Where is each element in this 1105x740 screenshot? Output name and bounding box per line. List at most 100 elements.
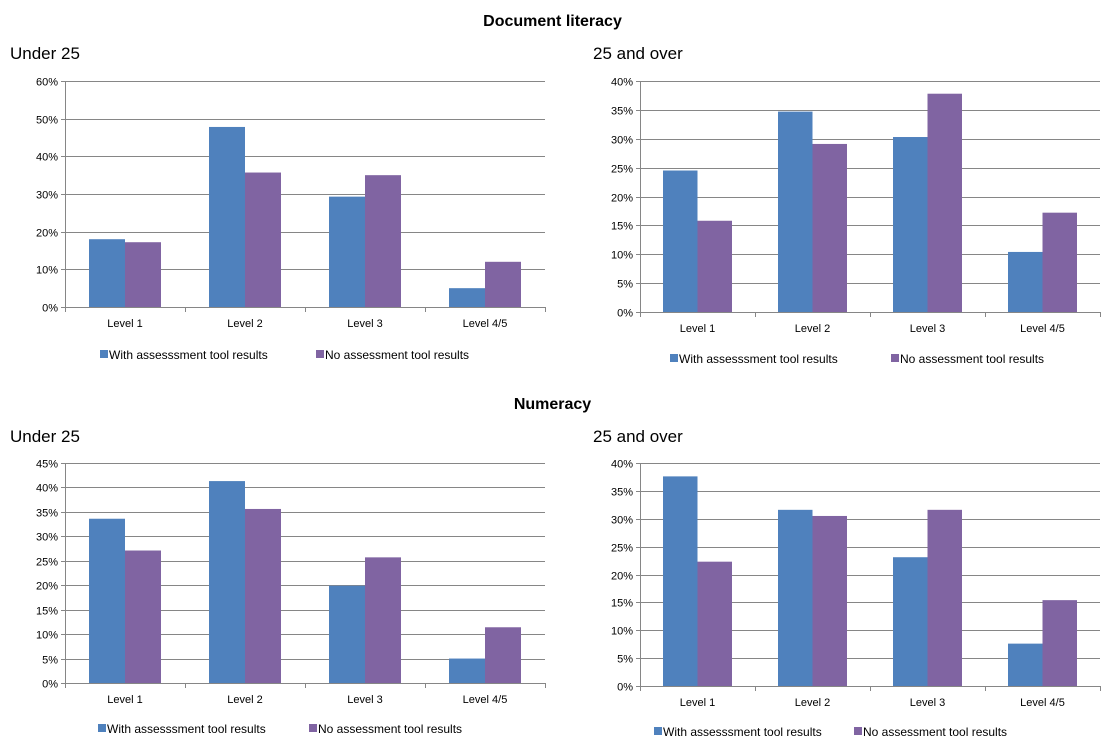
x-category-label: Level 2	[227, 694, 262, 706]
y-tick-label: 45%	[36, 459, 58, 471]
x-category-label: Level 3	[347, 318, 382, 330]
y-tick-label: 50%	[36, 115, 58, 127]
y-tick-label: 35%	[611, 106, 633, 118]
y-tick-label: 5%	[617, 654, 633, 666]
x-category-label: Level 3	[910, 697, 945, 709]
bar-no-assessment	[365, 557, 401, 683]
y-tick-label: 25%	[611, 543, 633, 555]
bar-with-assessment	[89, 239, 125, 307]
chart-numeracy-25-and-over: 0% 5% 10% 15% 20% 25% 30% 35% 40% Level 1 Level 2 L…	[580, 452, 1105, 740]
y-tick-label: 10%	[611, 250, 633, 262]
y-tick-label: 10%	[36, 630, 58, 642]
bar-with-assessment	[89, 518, 125, 683]
bar-with-assessment	[663, 170, 698, 312]
bar-no-assessment	[927, 93, 962, 312]
bar-with-assessment	[1008, 251, 1043, 312]
legend-swatch	[854, 727, 862, 735]
y-tick-label: 30%	[611, 135, 633, 147]
x-category-label: Level 1	[107, 694, 142, 706]
y-tick-label: 40%	[611, 459, 633, 471]
y-tick-label: 40%	[36, 152, 58, 164]
section-title-numeracy: Numeracy	[513, 396, 592, 413]
y-tick-label: 60%	[36, 77, 58, 89]
legend-swatch	[316, 350, 324, 358]
bar-with-assessment	[893, 557, 928, 686]
y-tick-label: 0%	[617, 308, 633, 320]
y-tick-label: 35%	[36, 508, 58, 520]
x-category-label: Level 1	[680, 323, 715, 335]
bar-no-assessment	[812, 143, 847, 312]
y-tick-label: 20%	[611, 571, 633, 583]
x-category-label: Level 1	[107, 318, 142, 330]
legend-swatch	[670, 354, 678, 362]
bar-with-assessment	[449, 288, 485, 307]
x-category-label: Level 4/5	[463, 694, 508, 706]
y-tick-label: 30%	[36, 532, 58, 544]
x-category-label: Level 4/5	[463, 318, 508, 330]
y-tick-label: 15%	[36, 606, 58, 618]
x-category-label: Level 4/5	[1020, 697, 1065, 709]
legend-swatch	[891, 354, 899, 362]
legend-swatch	[98, 724, 106, 732]
bar-no-assessment	[697, 561, 732, 686]
bar-with-assessment	[209, 481, 245, 683]
bar-no-assessment	[485, 627, 521, 683]
y-tick-label: 5%	[42, 655, 58, 667]
chart-title-num-under-25: Under 25	[10, 427, 80, 446]
bar-no-assessment	[812, 515, 847, 686]
legend-swatch	[654, 727, 662, 735]
bar-with-assessment	[893, 137, 928, 312]
y-tick-label: 25%	[36, 557, 58, 569]
chart-title-doc-under-25: Under 25	[10, 44, 80, 63]
bar-with-assessment	[329, 196, 365, 307]
y-tick-label: 20%	[611, 193, 633, 205]
chart-doc-literacy-under-25: 0% 10% 20% 30% 40% 50% 60% Level 1 Level 2 Level …	[0, 70, 560, 380]
x-category-label: Level 2	[227, 318, 262, 330]
bar-no-assessment	[927, 509, 962, 686]
x-category-label: Level 2	[795, 323, 830, 335]
bar-no-assessment	[245, 508, 281, 683]
y-tick-label: 35%	[611, 487, 633, 499]
bar-no-assessment	[1042, 212, 1077, 312]
y-tick-label: 30%	[36, 190, 58, 202]
y-tick-label: 15%	[611, 598, 633, 610]
x-category-label: Level 2	[795, 697, 830, 709]
bar-no-assessment	[125, 550, 161, 683]
legend-label: No assessment tool results	[318, 722, 462, 736]
section-title-document-literacy: Document literacy	[483, 13, 622, 30]
bar-no-assessment	[245, 172, 281, 307]
chart-title-doc-25-and-over: 25 and over	[593, 44, 683, 63]
bar-no-assessment	[125, 242, 161, 307]
bar-with-assessment	[209, 126, 245, 307]
bar-no-assessment	[365, 175, 401, 307]
legend-label: No assessment tool results	[325, 348, 469, 362]
bar-no-assessment	[697, 220, 732, 312]
y-tick-label: 10%	[611, 626, 633, 638]
y-tick-label: 5%	[617, 279, 633, 291]
y-tick-label: 0%	[42, 679, 58, 691]
x-category-label: Level 3	[347, 694, 382, 706]
bar-with-assessment	[329, 585, 365, 683]
bar-with-assessment	[663, 476, 698, 686]
bar-no-assessment	[1042, 600, 1077, 686]
legend-label: With assesssment tool results	[107, 722, 266, 736]
x-category-label: Level 4/5	[1020, 323, 1065, 335]
legend-label: No assessment tool results	[900, 352, 1044, 366]
bar-with-assessment	[1008, 643, 1043, 686]
bar-no-assessment	[485, 261, 521, 307]
y-tick-label: 20%	[36, 228, 58, 240]
legend-label: With assesssment tool results	[109, 348, 268, 362]
y-tick-label: 0%	[617, 682, 633, 694]
bar-with-assessment	[778, 111, 813, 312]
y-tick-label: 30%	[611, 515, 633, 527]
y-tick-label: 25%	[611, 164, 633, 176]
x-category-label: Level 3	[910, 323, 945, 335]
chart-numeracy-under-25: 0% 5% 10% 15% 20% 25% 30% 35% 40% 45% Level 1 Level…	[0, 452, 560, 740]
legend-label: With assesssment tool results	[663, 725, 822, 739]
y-tick-label: 40%	[611, 77, 633, 89]
y-tick-label: 10%	[36, 265, 58, 277]
y-tick-label: 0%	[42, 303, 58, 315]
bar-with-assessment	[778, 509, 813, 686]
y-tick-label: 15%	[611, 221, 633, 233]
y-tick-label: 40%	[36, 483, 58, 495]
